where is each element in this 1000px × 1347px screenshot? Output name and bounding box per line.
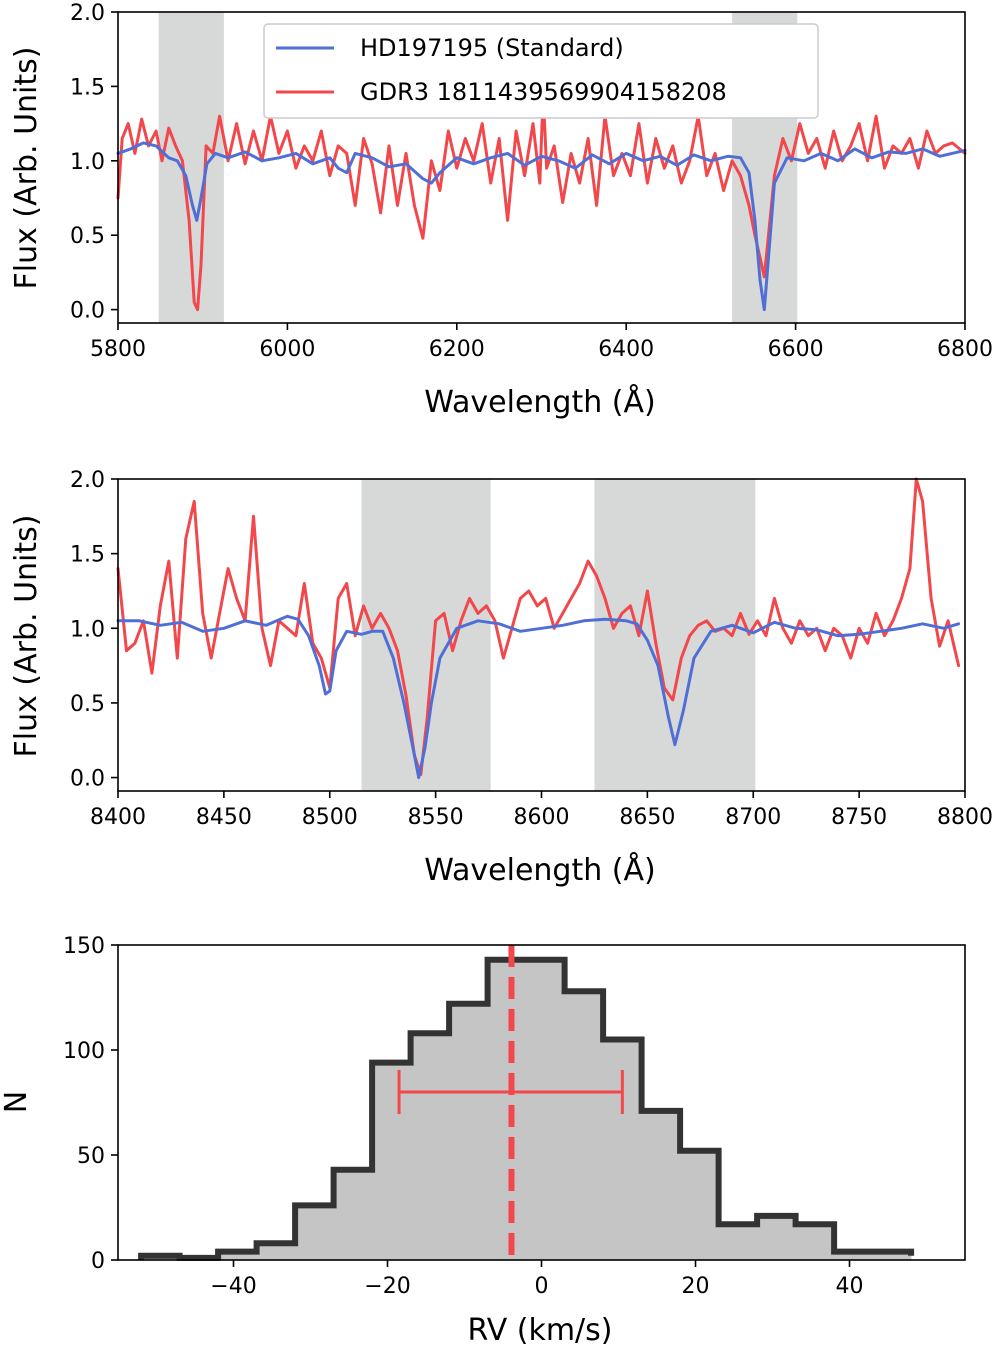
x-tick-label: 8550	[408, 805, 464, 830]
y-tick-label: 2.0	[70, 468, 105, 493]
hist-bar	[718, 1224, 758, 1261]
x-tick-label: 8600	[514, 805, 570, 830]
y-tick-label: 1.5	[70, 75, 105, 100]
y-axis-label: N	[0, 1091, 34, 1113]
x-tick-label: 6800	[937, 337, 993, 362]
x-tick-label: 0	[535, 1274, 549, 1299]
y-tick-label: 0	[91, 1249, 105, 1274]
x-tick-label: 6600	[768, 337, 824, 362]
x-tick-label: 5800	[90, 337, 146, 362]
hist-bar	[525, 959, 565, 1261]
hist-bar	[333, 1169, 373, 1261]
x-tick-label: −40	[210, 1274, 256, 1299]
x-axis-label: Wavelength (Å)	[424, 852, 655, 888]
x-tick-label: 8700	[725, 805, 781, 830]
y-tick-label: 150	[63, 934, 105, 959]
hist-bar	[294, 1205, 334, 1261]
hist-bar	[410, 1032, 450, 1261]
x-tick-label: 8800	[937, 805, 993, 830]
hist-bar	[756, 1215, 796, 1261]
hist-bar	[795, 1224, 835, 1261]
legend-label-target: GDR3 1811439569904158208	[360, 78, 727, 106]
x-tick-label: 8750	[831, 805, 887, 830]
y-tick-label: 0.5	[70, 692, 105, 717]
y-tick-label: 1.5	[70, 543, 105, 568]
x-tick-label: 8500	[302, 805, 358, 830]
x-tick-label: 20	[682, 1274, 710, 1299]
y-tick-label: 1.0	[70, 150, 105, 175]
axes-frame	[117, 11, 966, 324]
y-tick-label: 1.0	[70, 617, 105, 642]
spectrum-panel-optical: 5800 6000 6200 6400 6600 6800 0.0 0.5 1.0 1.5 2.0…	[9, 1, 993, 420]
x-tick-label: 6000	[259, 337, 315, 362]
x-axis-label: Wavelength (Å)	[424, 384, 655, 420]
hist-outline	[138, 956, 915, 1261]
x-tick-label: 8400	[90, 805, 146, 830]
y-tick-label: 0.0	[70, 767, 105, 792]
y-tick-label: 0.5	[70, 224, 105, 249]
y-tick-label: 2.0	[70, 1, 105, 26]
x-tick-label: 40	[836, 1274, 864, 1299]
legend: HD197195 (Standard) GDR3 181143956990415…	[263, 23, 819, 119]
x-tick-label: 8650	[619, 805, 675, 830]
x-axis-label: RV (km/s)	[467, 1313, 612, 1347]
spectrum-panel-cat: 8400 8450 8500 8550 8600 8650 8700 8750 8800 0.0…	[9, 468, 993, 888]
y-axis-label: Flux (Arb. Units)	[9, 47, 44, 290]
hist-bar	[641, 1110, 681, 1261]
x-tick-label: 8450	[196, 805, 252, 830]
hist-bar	[371, 1062, 411, 1261]
legend-label-standard: HD197195 (Standard)	[360, 34, 624, 62]
hist-bar	[679, 1150, 719, 1261]
series-line-standard	[116, 614, 961, 780]
series-line-target	[116, 477, 961, 777]
hist-bar	[448, 1003, 488, 1261]
y-tick-label: 50	[77, 1144, 105, 1169]
x-tick-label: 6200	[429, 337, 485, 362]
series-line-target	[116, 92, 967, 312]
y-tick-label: 100	[63, 1039, 105, 1064]
hist-bar	[564, 990, 604, 1261]
series-line-standard	[116, 141, 967, 312]
hist-bar	[487, 959, 527, 1261]
legend-box	[263, 23, 819, 119]
y-tick-label: 0.0	[70, 299, 105, 324]
rv-histogram-panel: −40 −20 0 20 40 0 50 100 150 RV (km/s) N	[0, 934, 966, 1347]
x-tick-label: −20	[364, 1274, 410, 1299]
y-axis-label: Flux (Arb. Units)	[9, 515, 44, 758]
x-tick-label: 6400	[598, 337, 654, 362]
